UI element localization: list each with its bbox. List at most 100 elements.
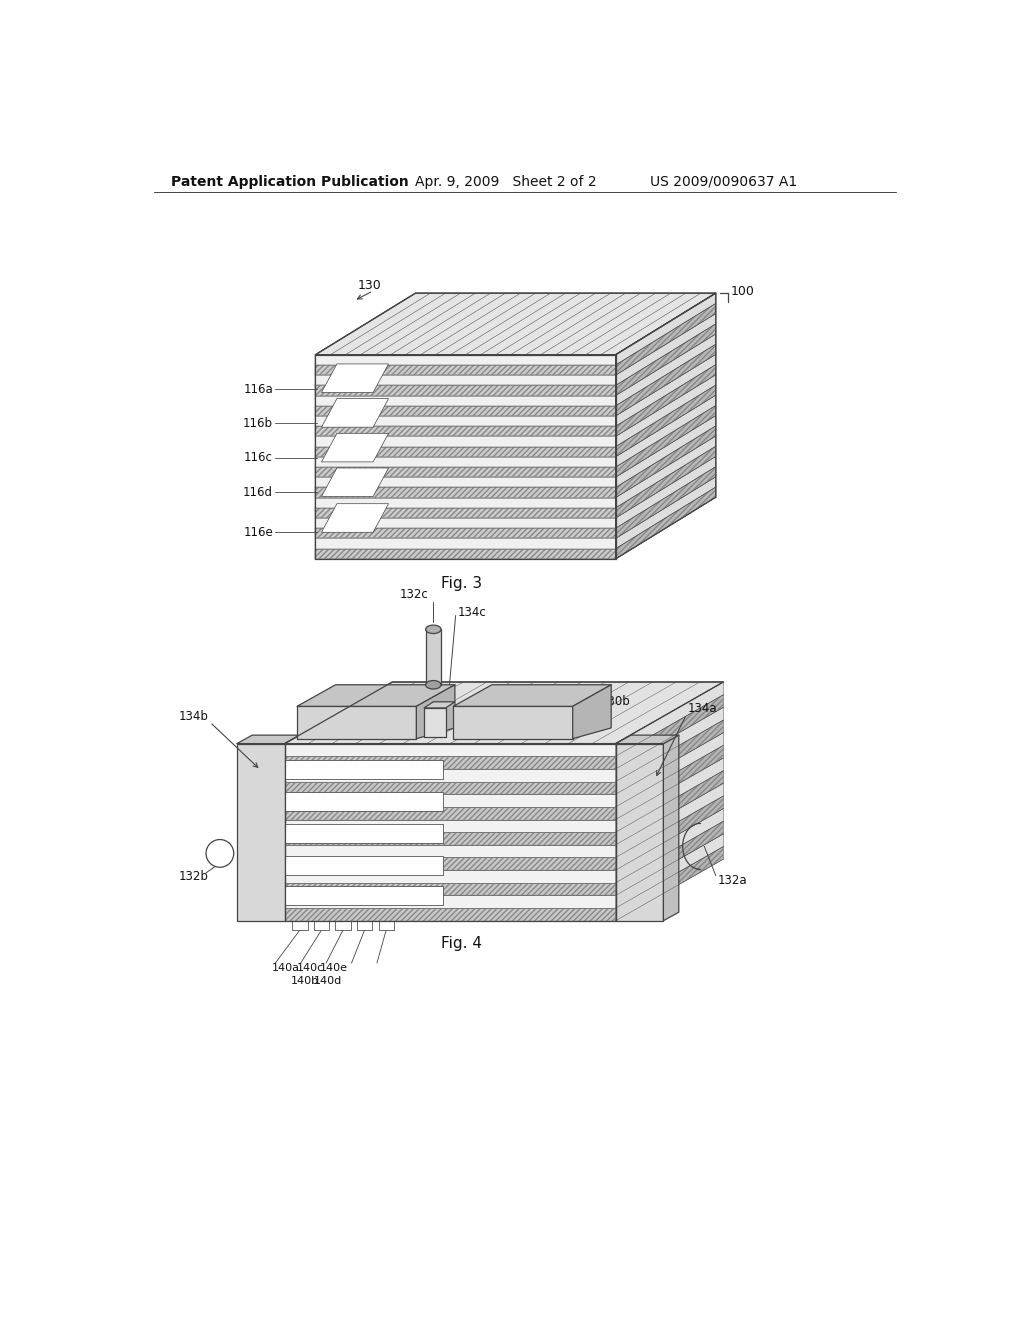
- Polygon shape: [315, 416, 615, 426]
- Polygon shape: [315, 528, 615, 539]
- Polygon shape: [315, 446, 615, 457]
- Polygon shape: [322, 504, 388, 532]
- Polygon shape: [285, 682, 724, 743]
- Bar: [315, 467, 615, 478]
- Polygon shape: [615, 758, 724, 832]
- Polygon shape: [615, 395, 716, 467]
- Bar: [315, 446, 615, 457]
- Polygon shape: [615, 405, 716, 478]
- Text: Patent Application Publication: Patent Application Publication: [171, 174, 409, 189]
- Polygon shape: [322, 433, 388, 462]
- Text: US 2009/0090637 A1: US 2009/0090637 A1: [650, 174, 798, 189]
- Bar: [285, 908, 615, 921]
- Polygon shape: [615, 821, 724, 895]
- Polygon shape: [615, 416, 716, 487]
- Polygon shape: [615, 743, 664, 921]
- Polygon shape: [315, 467, 615, 478]
- Ellipse shape: [426, 681, 441, 689]
- Polygon shape: [315, 487, 615, 498]
- Polygon shape: [417, 685, 455, 739]
- Text: 140d: 140d: [313, 975, 342, 986]
- Polygon shape: [615, 304, 716, 375]
- Polygon shape: [313, 921, 330, 929]
- Polygon shape: [315, 385, 615, 396]
- Polygon shape: [615, 446, 716, 517]
- Polygon shape: [315, 364, 615, 375]
- Polygon shape: [315, 437, 615, 446]
- Text: 116b: 116b: [243, 417, 273, 429]
- Polygon shape: [664, 735, 679, 921]
- Polygon shape: [615, 694, 724, 768]
- Bar: [315, 487, 615, 498]
- Polygon shape: [424, 708, 445, 737]
- Text: 140c: 140c: [297, 964, 325, 973]
- Text: 100: 100: [731, 285, 755, 298]
- Polygon shape: [285, 781, 615, 795]
- Polygon shape: [285, 795, 615, 807]
- Polygon shape: [322, 469, 388, 496]
- Polygon shape: [322, 364, 388, 392]
- Polygon shape: [615, 682, 724, 756]
- Text: Fig. 4: Fig. 4: [441, 936, 482, 952]
- Bar: [285, 858, 615, 870]
- Polygon shape: [615, 334, 716, 405]
- Polygon shape: [615, 783, 724, 858]
- Polygon shape: [615, 314, 716, 385]
- Polygon shape: [615, 771, 724, 845]
- Polygon shape: [285, 883, 615, 895]
- Polygon shape: [285, 886, 443, 904]
- Text: 140a: 140a: [271, 964, 299, 973]
- Polygon shape: [315, 405, 615, 416]
- Polygon shape: [297, 685, 455, 706]
- Polygon shape: [615, 808, 724, 883]
- Polygon shape: [426, 630, 441, 685]
- Text: 116a: 116a: [244, 383, 273, 396]
- Polygon shape: [615, 487, 716, 558]
- Bar: [315, 426, 615, 437]
- Polygon shape: [315, 549, 615, 558]
- Polygon shape: [285, 895, 615, 908]
- Bar: [285, 883, 615, 895]
- Circle shape: [206, 840, 233, 867]
- Polygon shape: [615, 375, 716, 446]
- Polygon shape: [615, 733, 724, 807]
- Polygon shape: [285, 824, 443, 842]
- Polygon shape: [615, 426, 716, 498]
- Bar: [315, 528, 615, 539]
- Polygon shape: [285, 743, 615, 756]
- Bar: [285, 781, 615, 795]
- Polygon shape: [615, 746, 724, 820]
- Polygon shape: [285, 807, 615, 820]
- Polygon shape: [615, 354, 716, 426]
- Polygon shape: [615, 364, 716, 437]
- Polygon shape: [237, 743, 285, 921]
- Bar: [315, 508, 615, 517]
- Polygon shape: [285, 858, 615, 870]
- Polygon shape: [615, 477, 716, 549]
- Polygon shape: [615, 466, 716, 539]
- Text: Fig. 3: Fig. 3: [441, 576, 482, 591]
- Polygon shape: [285, 908, 615, 921]
- Polygon shape: [615, 735, 679, 743]
- Polygon shape: [285, 760, 443, 779]
- Polygon shape: [315, 355, 615, 364]
- Polygon shape: [315, 396, 615, 405]
- Polygon shape: [315, 457, 615, 467]
- Text: 130a: 130a: [385, 694, 414, 708]
- Bar: [315, 549, 615, 558]
- Text: 140b: 140b: [291, 975, 318, 986]
- Polygon shape: [336, 921, 351, 929]
- Text: 116c: 116c: [244, 451, 273, 465]
- Polygon shape: [615, 719, 724, 795]
- Text: 140e: 140e: [319, 964, 348, 973]
- Text: 134a: 134a: [688, 702, 718, 715]
- Polygon shape: [615, 846, 724, 921]
- Polygon shape: [315, 508, 615, 517]
- Polygon shape: [315, 426, 615, 437]
- Polygon shape: [615, 796, 724, 870]
- Text: 116e: 116e: [244, 525, 273, 539]
- Polygon shape: [285, 855, 443, 875]
- Polygon shape: [315, 517, 615, 528]
- Bar: [315, 385, 615, 396]
- Polygon shape: [315, 293, 716, 355]
